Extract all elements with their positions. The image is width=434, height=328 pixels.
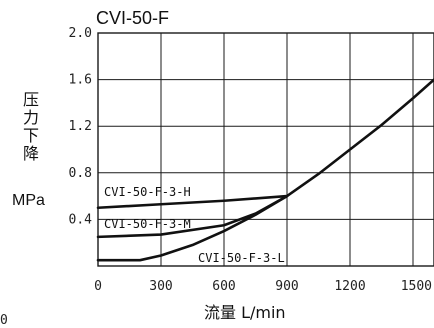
x-tick-label: 600: [212, 279, 235, 294]
y-tick-label: 1.2: [69, 119, 92, 134]
stray-tick-label: 0: [0, 313, 8, 328]
x-tick-label: 0: [94, 279, 102, 294]
x-tick-label: 1200: [334, 279, 365, 294]
series-lines: [96, 78, 434, 262]
tick-labels: 0 300 600 900 1200 1500 0.4 0.8 1.2 1.6 2.0: [69, 26, 432, 294]
y-tick-label: 2.0: [69, 26, 92, 41]
series-line-cvi-50-f-3-l: [96, 78, 434, 262]
y-title-char: 压: [23, 90, 39, 109]
series-label: CVI-50-F-3-M: [104, 217, 191, 231]
x-tick-label: 1500: [401, 279, 432, 294]
series-labels: CVI-50-F-3-H CVI-50-F-3-M CVI-50-F-3-L: [104, 185, 285, 265]
y-tick-label: 0.8: [69, 166, 92, 181]
chart-title: CVI-50-F: [96, 8, 169, 28]
plot-frame: [97, 32, 434, 267]
y-title-char: 力: [23, 108, 39, 127]
series-label: CVI-50-F-3-L: [198, 251, 285, 265]
series-line-cvi-50-f-3-h: [96, 194, 289, 210]
y-tick-label: 0.4: [69, 212, 93, 227]
y-axis-title: 压 力 下 降: [23, 90, 39, 163]
y-title-char: 下: [23, 126, 39, 145]
series-label: CVI-50-F-3-H: [104, 185, 191, 199]
x-tick-label: 900: [275, 279, 298, 294]
x-tick-label: 300: [149, 279, 172, 294]
y-unit-label: MPa: [12, 192, 45, 209]
y-tick-label: 1.6: [69, 73, 92, 88]
grid-lines: [98, 32, 434, 266]
y-title-char: 降: [23, 144, 39, 163]
x-axis-title: 流量 L/min: [204, 303, 286, 322]
